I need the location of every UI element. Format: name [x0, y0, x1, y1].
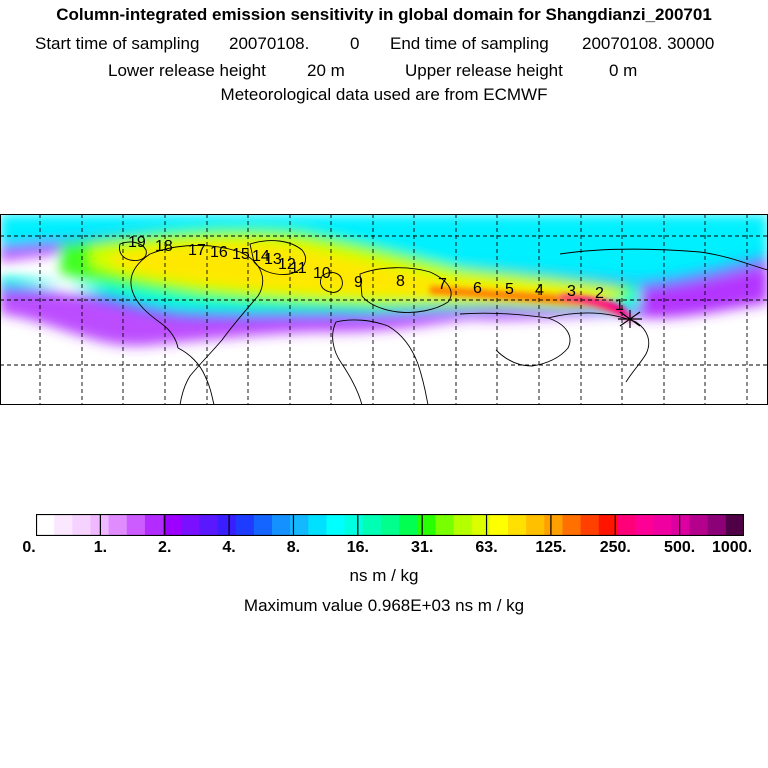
- trajectory-label-6: 6: [473, 280, 482, 297]
- colorbar-cell: [217, 514, 237, 536]
- trajectory-label-12: 12: [278, 256, 296, 273]
- colorbar-cell: [635, 514, 654, 536]
- upper-release-value: 0 m: [609, 61, 638, 80]
- colorbar-tick-label: 31.: [411, 539, 434, 556]
- colorbar-tick-label: 2.: [158, 539, 172, 556]
- colorbar-cell: [380, 514, 400, 536]
- trajectory-label-17: 17: [188, 242, 206, 259]
- colorbar-cell: [616, 514, 636, 536]
- trajectory-label-3: 3: [567, 283, 576, 300]
- trajectory-label-19: 19: [128, 234, 146, 251]
- plot-title: Column-integrated emission sensitivity i…: [56, 5, 712, 24]
- colorbar-tick-label: 250.: [599, 539, 631, 556]
- colorbar-frame: [36, 514, 744, 536]
- colorbar-cell: [54, 514, 73, 536]
- lower-release-value: 20 m: [307, 61, 345, 80]
- upper-release-label: Upper release height: [405, 61, 563, 80]
- colorbar-cell: [580, 514, 600, 536]
- high-sensitivity-core: [430, 286, 634, 322]
- trajectory-label-16: 16: [210, 244, 228, 261]
- colorbar-tick-label: 16.: [346, 539, 369, 556]
- colorbar-cell: [471, 514, 491, 536]
- colorbar-cell: [344, 514, 364, 536]
- colorbar-cell: [72, 514, 92, 536]
- colorbar-cell: [108, 514, 128, 536]
- release-star-icon: [618, 310, 642, 328]
- colorbar-cell: [199, 514, 219, 536]
- colorbar: [36, 514, 744, 536]
- colorbar-tick-label: 8.: [286, 539, 301, 556]
- colorbar-cell: [417, 514, 436, 536]
- trajectory-label-8: 8: [396, 273, 405, 290]
- colorbar-cell: [489, 514, 509, 536]
- trajectory-label-5: 5: [505, 281, 514, 298]
- trajectory-label-1: 1: [615, 297, 624, 314]
- colorbar-cell: [36, 514, 55, 536]
- colorbar-cell: [163, 514, 182, 536]
- trajectory-label-18: 18: [155, 238, 173, 255]
- colorbar-cell: [544, 514, 564, 536]
- colorbar-tick-label: 1.: [93, 539, 108, 556]
- trajectory-label-13: 13: [264, 251, 282, 268]
- colorbar-cell: [598, 514, 618, 536]
- colorbar-cell: [272, 514, 291, 536]
- colorbar-tick-label: 1000.: [711, 539, 753, 556]
- colorbar-cell: [144, 514, 164, 536]
- colorbar-tick-label: 63.: [475, 539, 498, 556]
- colorbar-cell: [725, 514, 744, 536]
- colorbar-units: ns m / kg: [349, 566, 419, 585]
- colorbar-cell: [253, 514, 273, 536]
- end-time-value: 20070108. 30000: [582, 34, 715, 53]
- colorbar-cell: [508, 514, 527, 536]
- graticule: [0, 214, 768, 405]
- end-time-label: End time of sampling: [390, 34, 549, 53]
- trajectory-label-2: 2: [595, 285, 604, 302]
- met-data-line: Meteorological data used are from ECMWF: [220, 85, 548, 104]
- colorbar-tick-label: 4.: [222, 539, 236, 556]
- colorbar-cell: [290, 514, 309, 536]
- colorbar-cell: [653, 514, 672, 536]
- colorbar-cell: [308, 514, 328, 536]
- colorbar-cell: [435, 514, 455, 536]
- maximum-value-line: Maximum value 0.968E+03 ns m / kg: [0, 596, 768, 616]
- colorbar-tick-label: 500.: [664, 539, 696, 556]
- colorbar-cell: [562, 514, 582, 536]
- colorbar-tick-label: 125.: [535, 539, 567, 556]
- colorbar-cell: [326, 514, 346, 536]
- trajectory-label-14: 14: [252, 248, 270, 265]
- colorbar-cell: [235, 514, 255, 536]
- colorbar-cell: [671, 514, 691, 536]
- maximum-value: 0.968E+03 ns m / kg: [367, 596, 525, 615]
- trajectory-label-15: 15: [232, 246, 250, 263]
- trajectory-label-11: 11: [290, 260, 307, 277]
- colorbar-cell: [399, 514, 418, 536]
- colorbar-cell: [689, 514, 709, 536]
- colorbar-cell: [126, 514, 146, 536]
- maximum-value-label: Maximum value: [243, 596, 363, 615]
- lower-release-label: Lower release height: [108, 61, 266, 80]
- colorbar-cell: [453, 514, 473, 536]
- start-time-seconds: 0: [350, 34, 360, 53]
- start-time-value: 20070108.: [229, 34, 310, 53]
- colorbar-cell: [362, 514, 382, 536]
- trajectory-label-7: 7: [438, 276, 447, 293]
- colorbar-tick-label: 0.: [22, 539, 36, 556]
- start-time-label: Start time of sampling: [35, 34, 200, 53]
- colorbar-cell: [181, 514, 200, 536]
- trajectory-label-10: 10: [313, 265, 331, 282]
- trajectory-label-9: 9: [354, 274, 363, 291]
- colorbar-cell: [707, 514, 727, 536]
- colorbar-cell: [526, 514, 545, 536]
- trajectory-label-4: 4: [535, 282, 544, 299]
